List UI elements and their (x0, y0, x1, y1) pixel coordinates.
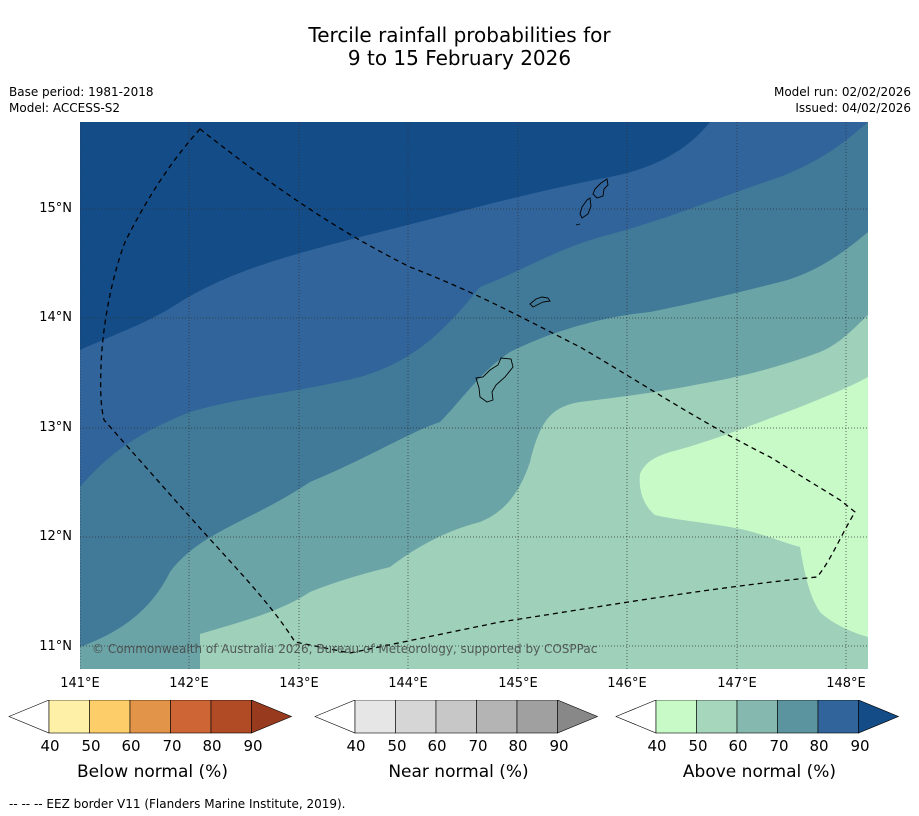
colorbar-near-normal (314, 700, 599, 734)
below-tick-90: 90 (243, 737, 263, 755)
lon-label-146: 146°E (607, 676, 647, 691)
below-segment-5 (210, 700, 252, 734)
lon-label-145: 145°E (498, 676, 538, 691)
above-extend-low (615, 700, 657, 734)
island-aguijan (575, 223, 581, 226)
lon-label-148: 148°E (826, 676, 866, 691)
island-guam (475, 357, 514, 403)
near-segment-5 (516, 700, 558, 734)
model-run-date: Model run: 02/02/2026 (773, 85, 911, 99)
above-extend-high (858, 700, 900, 734)
near-segment-1 (354, 700, 396, 734)
near-extend-low (314, 700, 356, 734)
eez-footnote: -- -- -- EEZ border V11 (Flanders Marine… (9, 797, 346, 811)
above-tick-50: 50 (688, 737, 708, 755)
above-tick-40: 40 (647, 737, 667, 755)
below-segment-1 (48, 700, 90, 734)
lon-label-142: 142°E (169, 676, 209, 691)
below-segment-3 (129, 700, 171, 734)
near-segment-4 (476, 700, 518, 734)
map-title-line1: Tercile rainfall probabilities for (308, 23, 611, 47)
base-period: Base period: 1981-2018 (9, 85, 154, 99)
below-tick-60: 60 (121, 737, 141, 755)
below-extend-low (8, 700, 50, 734)
near-tick-80: 80 (508, 737, 528, 755)
colorbar-below-normal (8, 700, 293, 734)
near-segment-2 (395, 700, 437, 734)
lat-label-11: 11°N (39, 639, 72, 654)
above-segment-2 (696, 700, 738, 734)
lon-label-144: 144°E (388, 676, 428, 691)
below-segment-2 (89, 700, 131, 734)
near-segment-3 (435, 700, 477, 734)
model-name: Model: ACCESS-S2 (9, 101, 121, 115)
near-tick-50: 50 (387, 737, 407, 755)
near-tick-70: 70 (468, 737, 488, 755)
above-tick-60: 60 (728, 737, 748, 755)
island-rota (529, 296, 551, 308)
copyright-notice: © Commonwealth of Australia 2026, Bureau… (92, 642, 597, 656)
lat-label-14: 14°N (39, 310, 72, 325)
island-outlines (475, 178, 609, 403)
band-40-50 (80, 315, 868, 669)
above-tick-70: 70 (769, 737, 789, 755)
near-tick-60: 60 (427, 737, 447, 755)
below-extend-high (251, 700, 293, 734)
probability-map: © Commonwealth of Australia 2026, Bureau… (80, 122, 868, 669)
lat-label-15: 15°N (39, 201, 72, 216)
below-tick-50: 50 (81, 737, 101, 755)
below-segment-4 (170, 700, 212, 734)
colorbar-above-label: Above normal (%) (682, 762, 837, 782)
below-tick-70: 70 (162, 737, 182, 755)
lon-label-143: 143°E (279, 676, 319, 691)
colorbar-above-normal (615, 700, 900, 734)
eez-border (99, 128, 856, 654)
near-tick-90: 90 (549, 737, 569, 755)
island-tinian (579, 197, 592, 219)
lat-label-12: 12°N (39, 529, 72, 544)
lat-label-13: 13°N (39, 420, 72, 435)
lon-label-147: 147°E (717, 676, 757, 691)
issued-date: Issued: 04/02/2026 (795, 101, 911, 115)
above-segment-4 (777, 700, 819, 734)
above-segment-5 (817, 700, 859, 734)
band-lightest (639, 377, 868, 637)
above-segment-3 (736, 700, 778, 734)
map-title-line2: 9 to 15 February 2026 (347, 46, 572, 70)
above-segment-1 (655, 700, 697, 734)
near-extend-high (557, 700, 599, 734)
above-tick-90: 90 (850, 737, 870, 755)
lon-label-141: 141°E (60, 676, 100, 691)
above-tick-80: 80 (809, 737, 829, 755)
colorbar-near-label: Near normal (%) (388, 762, 529, 782)
below-tick-40: 40 (40, 737, 60, 755)
near-tick-40: 40 (346, 737, 366, 755)
gridlines (80, 122, 868, 669)
island-saipan (592, 178, 609, 199)
below-tick-80: 80 (202, 737, 222, 755)
colorbar-below-label: Below normal (%) (77, 762, 228, 782)
